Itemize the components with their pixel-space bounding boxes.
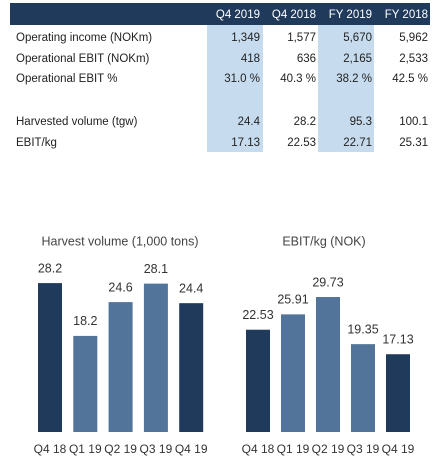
value-label: 28.2 <box>38 261 62 275</box>
cell: 22.53 <box>287 137 316 149</box>
value-label: 18.2 <box>73 314 97 328</box>
cell: 2,165 <box>343 53 372 65</box>
cell: 28.2 <box>294 116 316 128</box>
cell: 17.13 <box>231 137 260 149</box>
x-tick-label: Q4 18 <box>242 442 275 456</box>
cell: 31.0 % <box>224 73 260 85</box>
row-label: EBIT/kg <box>16 137 57 149</box>
column-header: FY 2019 <box>329 9 372 21</box>
x-tick-label: Q4 18 <box>34 442 67 456</box>
x-tick-label: Q1 19 <box>277 442 310 456</box>
row-label: Operational EBIT (NOKm) <box>16 53 150 65</box>
value-label: 29.73 <box>312 275 343 289</box>
x-tick-label: Q3 19 <box>347 442 380 456</box>
highlight-column <box>318 25 374 152</box>
x-tick-label: Q4 19 <box>175 442 208 456</box>
chart-title: EBIT/kg (NOK) <box>282 234 365 248</box>
x-tick-label: Q2 19 <box>312 442 345 456</box>
x-tick-label: Q4 19 <box>382 442 415 456</box>
cell: 22.71 <box>343 137 372 149</box>
cell: 38.2 % <box>336 73 372 85</box>
bar <box>281 314 305 432</box>
bar <box>73 335 98 432</box>
cell: 25.31 <box>399 137 428 149</box>
row-label: Operational EBIT % <box>16 73 117 85</box>
bar <box>143 283 168 432</box>
cell: 2,533 <box>399 53 428 65</box>
cell: 636 <box>297 53 316 65</box>
x-tick-label: Q3 19 <box>140 442 173 456</box>
cell: 418 <box>241 53 260 65</box>
highlight-column <box>207 25 263 152</box>
bar <box>246 329 270 432</box>
bar <box>351 344 375 432</box>
x-tick-label: Q2 19 <box>104 442 137 456</box>
cell: 42.5 % <box>392 73 428 85</box>
x-tick-label: Q1 19 <box>69 442 102 456</box>
bar <box>179 303 204 432</box>
cell: 5,670 <box>343 32 372 44</box>
cell: 1,577 <box>287 32 316 44</box>
value-label: 17.13 <box>382 333 413 347</box>
cell: 100.1 <box>399 116 428 128</box>
value-label: 24.6 <box>108 280 132 294</box>
cell: 24.4 <box>238 116 261 128</box>
table-header-band <box>10 3 430 25</box>
chart-title: Harvest volume (1,000 tons) <box>41 234 198 248</box>
value-label: 25.91 <box>277 293 308 307</box>
row-label: Operating income (NOKm) <box>16 32 152 44</box>
column-header: Q4 2018 <box>272 9 316 21</box>
column-header: Q4 2019 <box>216 9 260 21</box>
cell: 1,349 <box>231 32 260 44</box>
bar <box>316 297 340 432</box>
cell: 5,962 <box>399 32 428 44</box>
column-header: FY 2018 <box>385 9 428 21</box>
bar <box>38 283 62 432</box>
value-label: 19.35 <box>347 322 378 336</box>
cell: 40.3 % <box>280 73 316 85</box>
value-label: 22.53 <box>242 308 273 322</box>
value-label: 28.1 <box>144 262 168 276</box>
cell: 95.3 <box>350 116 372 128</box>
bar <box>386 354 410 432</box>
value-label: 24.4 <box>179 281 203 295</box>
bar <box>108 302 133 432</box>
row-label: Harvested volume (tgw) <box>16 116 138 128</box>
